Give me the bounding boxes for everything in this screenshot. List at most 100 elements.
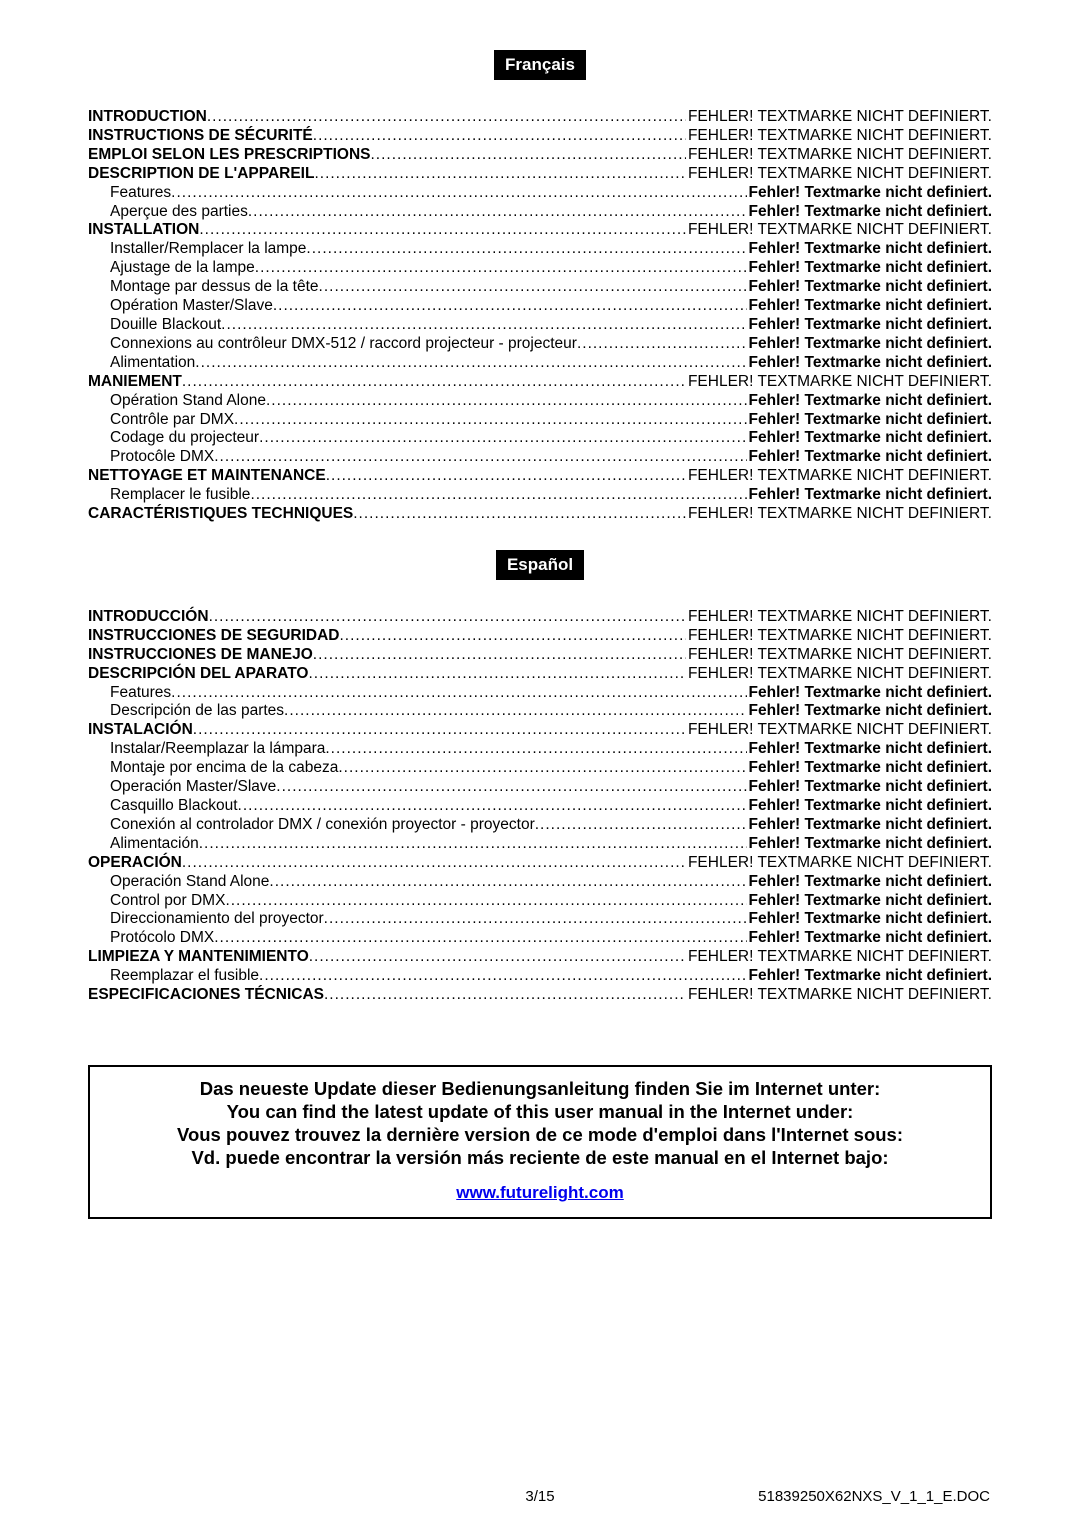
toc-entry-main: INSTRUCTIONS DE SÉCURITÉ FEHLER! TEXTMAR… [88,127,992,146]
toc-pageref: Fehler! Textmarke nicht definiert. [747,429,992,448]
toc-entry-main: INTRODUCCIÓN FEHLER! TEXTMARKE NICHT DEF… [88,608,992,627]
toc-label: Douille Blackout [110,316,221,335]
toc-pageref: FEHLER! TEXTMARKE NICHT DEFINIERT. [686,721,992,740]
toc-pageref: Fehler! Textmarke nicht definiert. [747,910,992,929]
toc-leader-dots [313,127,686,146]
toc-pageref: FEHLER! TEXTMARKE NICHT DEFINIERT. [686,854,992,873]
toc-section: INTRODUCCIÓN FEHLER! TEXTMARKE NICHT DEF… [88,608,992,1005]
toc-leader-dots [193,721,686,740]
toc-pageref: Fehler! Textmarke nicht definiert. [747,759,992,778]
toc-leader-dots [207,108,686,127]
toc-label: Alimentación [110,835,199,854]
update-info-box: Das neueste Update dieser Bedienungsanle… [88,1065,992,1220]
toc-label: Ajustage de la lampe [110,259,255,278]
toc-leader-dots [273,297,747,316]
toc-leader-dots [182,854,686,873]
toc-leader-dots [199,221,686,240]
toc-entry-main: INSTRUCCIONES DE MANEJO FEHLER! TEXTMARK… [88,646,992,665]
toc-entry-sub: Opération Master/Slave Fehler! Textmarke… [88,297,992,316]
toc-label: NETTOYAGE ET MAINTENANCE [88,467,326,486]
toc-label: Contrôle par DMX [110,411,234,430]
toc-label: Montage par dessus de la tête [110,278,319,297]
toc-pageref: FEHLER! TEXTMARKE NICHT DEFINIERT. [686,665,992,684]
toc-entry-sub: Connexions au contrôleur DMX-512 / racco… [88,335,992,354]
toc-entry-main: INSTALLATION FEHLER! TEXTMARKE NICHT DEF… [88,221,992,240]
toc-leader-dots [276,778,746,797]
toc-entry-sub: Instalar/Reemplazar la lámpara Fehler! T… [88,740,992,759]
toc-pageref: Fehler! Textmarke nicht definiert. [747,816,992,835]
toc-entry-main: DESCRIPCIÓN DEL APARATO FEHLER! TEXTMARK… [88,665,992,684]
toc-leader-dots [324,986,686,1005]
toc-leader-dots [338,759,746,778]
toc-pageref: FEHLER! TEXTMARKE NICHT DEFINIERT. [686,467,992,486]
toc-pageref: FEHLER! TEXTMARKE NICHT DEFINIERT. [686,221,992,240]
toc-entry-sub: Montage par dessus de la tête Fehler! Te… [88,278,992,297]
infobox-link[interactable]: www.futurelight.com [456,1183,623,1203]
toc-leader-dots [535,816,747,835]
toc-entry-sub: Montaje por encima de la cabeza Fehler! … [88,759,992,778]
toc-label: INSTRUCCIONES DE SEGURIDAD [88,627,339,646]
toc-label: Features [110,184,171,203]
toc-leader-dots [214,929,746,948]
toc-entry-sub: Aperçue des parties Fehler! Textmarke ni… [88,203,992,222]
toc-entry-sub: Remplacer le fusible Fehler! Textmarke n… [88,486,992,505]
toc-pageref: Fehler! Textmarke nicht definiert. [747,278,992,297]
toc-pageref: Fehler! Textmarke nicht definiert. [747,448,992,467]
toc-pageref: Fehler! Textmarke nicht definiert. [747,778,992,797]
toc-entry-sub: Installer/Remplacer la lampe Fehler! Tex… [88,240,992,259]
toc-label: Instalar/Reemplazar la lámpara [110,740,325,759]
toc-leader-dots [248,203,747,222]
toc-pageref: FEHLER! TEXTMARKE NICHT DEFINIERT. [686,986,992,1005]
footer-page-number: 3/15 [525,1488,554,1505]
toc-pageref: Fehler! Textmarke nicht definiert. [747,929,992,948]
toc-label: DESCRIPTION DE L'APPAREIL [88,165,314,184]
toc-pageref: Fehler! Textmarke nicht definiert. [747,873,992,892]
toc-pageref: FEHLER! TEXTMARKE NICHT DEFINIERT. [686,608,992,627]
toc-label: INSTRUCCIONES DE MANEJO [88,646,313,665]
toc-entry-main: MANIEMENT FEHLER! TEXTMARKE NICHT DEFINI… [88,373,992,392]
toc-entry-sub: Features Fehler! Textmarke nicht definie… [88,684,992,703]
infobox-line-es: Vd. puede encontrar la versión más recie… [102,1146,978,1169]
toc-pageref: FEHLER! TEXTMARKE NICHT DEFINIERT. [686,127,992,146]
toc-pageref: Fehler! Textmarke nicht definiert. [747,740,992,759]
toc-pageref: FEHLER! TEXTMARKE NICHT DEFINIERT. [686,505,992,524]
toc-pageref: Fehler! Textmarke nicht definiert. [747,392,992,411]
toc-label: Conexión al controlador DMX / conexión p… [110,816,535,835]
toc-entry-sub: Alimentation Fehler! Textmarke nicht def… [88,354,992,373]
toc-pageref: Fehler! Textmarke nicht definiert. [747,892,992,911]
toc-label: Montaje por encima de la cabeza [110,759,338,778]
toc-leader-dots [255,259,747,278]
toc-pageref: FEHLER! TEXTMARKE NICHT DEFINIERT. [686,627,992,646]
toc-pageref: Fehler! Textmarke nicht definiert. [747,797,992,816]
toc-label: CARACTÉRISTIQUES TECHNIQUES [88,505,353,524]
toc-label: Opération Stand Alone [110,392,266,411]
toc-pageref: Fehler! Textmarke nicht definiert. [747,967,992,986]
toc-leader-dots [353,505,686,524]
toc-pageref: Fehler! Textmarke nicht definiert. [747,702,992,721]
toc-leader-dots [225,892,746,911]
toc-entry-sub: Opération Stand Alone Fehler! Textmarke … [88,392,992,411]
toc-leader-dots [309,948,686,967]
toc-pageref: FEHLER! TEXTMARKE NICHT DEFINIERT. [686,108,992,127]
toc-entry-sub: Casquillo Blackout Fehler! Textmarke nic… [88,797,992,816]
toc-leader-dots [284,702,747,721]
toc-section: INTRODUCTION FEHLER! TEXTMARKE NICHT DEF… [88,108,992,524]
toc-entry-sub: Reemplazar el fusible Fehler! Textmarke … [88,967,992,986]
toc-label: Protocôle DMX [110,448,214,467]
toc-label: Operación Stand Alone [110,873,269,892]
toc-entry-sub: Operación Master/Slave Fehler! Textmarke… [88,778,992,797]
toc-leader-dots [182,373,686,392]
toc-leader-dots [209,608,686,627]
toc-pageref: Fehler! Textmarke nicht definiert. [747,316,992,335]
toc-label: Connexions au contrôleur DMX-512 / racco… [110,335,577,354]
toc-label: ESPECIFICACIONES TÉCNICAS [88,986,324,1005]
toc-leader-dots [325,740,746,759]
toc-label: Control por DMX [110,892,225,911]
toc-leader-dots [221,316,746,335]
toc-entry-sub: Operación Stand Alone Fehler! Textmarke … [88,873,992,892]
toc-entry-main: NETTOYAGE ET MAINTENANCE FEHLER! TEXTMAR… [88,467,992,486]
toc-entry-sub: Codage du projecteur Fehler! Textmarke n… [88,429,992,448]
toc-label: INSTALACIÓN [88,721,193,740]
toc-leader-dots [577,335,747,354]
toc-leader-dots [269,873,746,892]
